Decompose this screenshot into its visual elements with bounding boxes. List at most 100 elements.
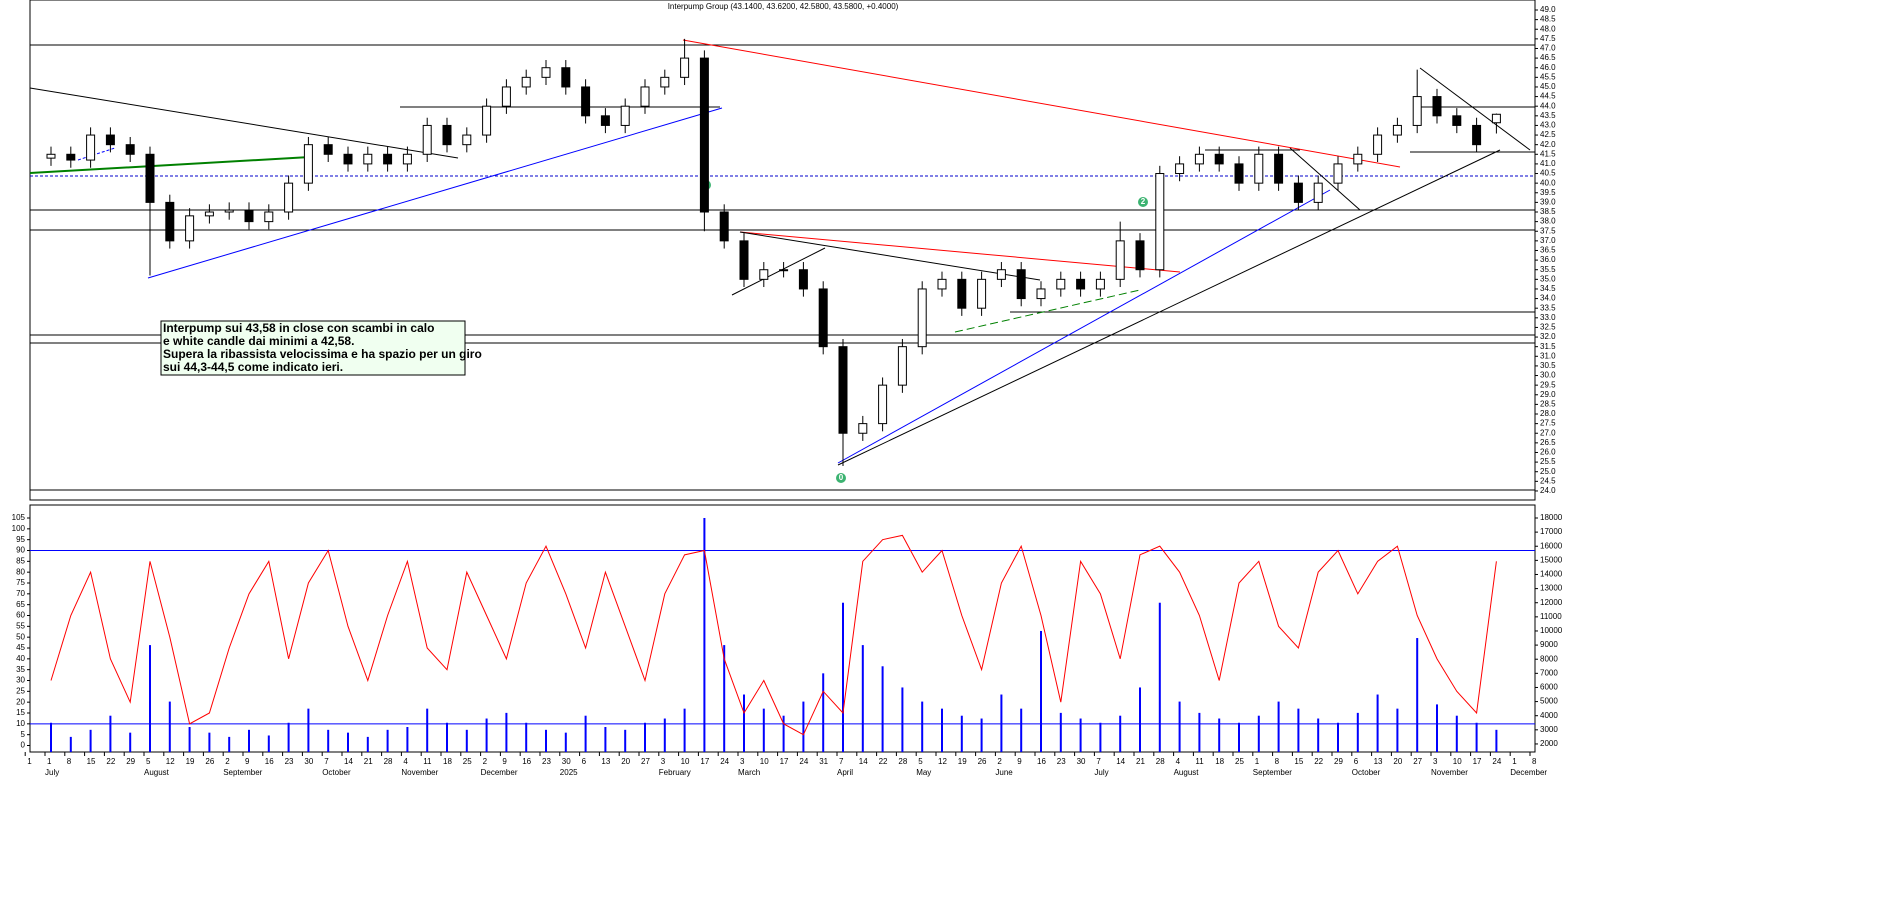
x-tick-label: 29	[126, 757, 135, 766]
x-month-label: December	[481, 768, 518, 777]
y-tick-label: 40.0	[1540, 178, 1556, 187]
volume-bar	[1416, 638, 1419, 752]
volume-bar	[1119, 715, 1122, 752]
y-tick-label: 33.5	[1540, 303, 1556, 312]
candle-body	[343, 153, 353, 165]
volume-bar	[1475, 722, 1478, 752]
x-tick-label: 1	[27, 757, 32, 766]
x-tick-label: 3	[740, 757, 745, 766]
x-tick-label: 24	[720, 757, 729, 766]
x-tick-label: 22	[1314, 757, 1323, 766]
x-tick-label: 26	[205, 757, 214, 766]
x-month-label: April	[837, 768, 853, 777]
volume-bar	[960, 715, 963, 752]
x-tick-label: 21	[1136, 757, 1145, 766]
volume-bar	[248, 729, 250, 752]
x-tick-label: 1	[1255, 757, 1260, 766]
y-tick-label: 29.5	[1540, 380, 1556, 389]
y2-tick-label: 13000	[1540, 584, 1563, 593]
candle-body	[383, 153, 393, 165]
candle-body	[818, 288, 828, 348]
y-tick-label: 29.0	[1540, 390, 1556, 399]
y-tick-label: 37.5	[1540, 226, 1556, 235]
x-tick-label: 23	[542, 757, 551, 766]
volume-bar	[267, 735, 270, 752]
volume-bar	[1000, 694, 1003, 752]
x-tick-label: 30	[1077, 757, 1086, 766]
volume-bar	[347, 732, 349, 752]
x-month-label: September	[1253, 768, 1292, 777]
x-month-label: November	[1431, 768, 1468, 777]
y-tick-label: 95	[16, 535, 25, 544]
trendline	[739, 231, 1181, 273]
trendline	[77, 147, 116, 161]
y-tick-label: 40	[16, 654, 25, 663]
volume-bar	[881, 666, 884, 752]
candle-body	[1274, 153, 1284, 184]
annotation-box	[160, 320, 466, 376]
x-tick-label: 9	[502, 757, 507, 766]
y2-tick-label: 11000	[1540, 612, 1562, 621]
x-tick-label: 15	[1294, 757, 1303, 766]
candle-body	[1491, 113, 1501, 124]
y-tick-label: 80	[16, 567, 25, 576]
candle-body	[739, 240, 749, 280]
x-tick-label: 10	[681, 757, 690, 766]
x-month-label: October	[322, 768, 351, 777]
candle-body	[600, 115, 610, 126]
candle-body	[46, 153, 56, 159]
x-tick-label: 10	[1453, 757, 1462, 766]
x-tick-label: 20	[621, 757, 630, 766]
x-tick-label: 31	[819, 757, 828, 766]
marker-circle	[836, 473, 846, 483]
x-tick-label: 24	[1492, 757, 1501, 766]
y-tick-label: 28.5	[1540, 399, 1556, 408]
x-tick-label: 22	[106, 757, 115, 766]
volume-bar	[505, 712, 508, 752]
y-tick-label: 35.0	[1540, 274, 1556, 283]
x-tick-label: 24	[799, 757, 808, 766]
marker-label: 0	[839, 473, 844, 482]
candle-body	[1333, 163, 1343, 184]
x-tick-label: 9	[1017, 757, 1022, 766]
trendline	[1289, 147, 1361, 211]
y-tick-label: 105	[12, 513, 26, 522]
x-month-label: November	[401, 768, 438, 777]
candle-body	[86, 134, 96, 161]
volume-bar	[1178, 701, 1181, 752]
x-tick-label: 8	[67, 757, 72, 766]
y-tick-label: 55	[16, 621, 25, 630]
volume-bar	[921, 701, 924, 752]
x-tick-label: 26	[978, 757, 987, 766]
y-tick-label: 44.0	[1540, 101, 1556, 110]
candle-body	[937, 278, 947, 290]
y-tick-label: 36.5	[1540, 246, 1556, 255]
volume-bar	[1337, 722, 1339, 752]
x-tick-label: 1	[47, 757, 52, 766]
candle-body	[442, 124, 452, 146]
x-month-label: August	[144, 768, 170, 777]
y-tick-label: 75	[16, 578, 25, 587]
y-tick-label: 35.5	[1540, 265, 1556, 274]
candle-body	[125, 144, 135, 155]
volume-bar	[89, 729, 92, 752]
volume-bar	[525, 722, 528, 752]
candle-body	[264, 211, 274, 223]
y-tick-label: 24.5	[1540, 476, 1556, 485]
x-tick-label: 29	[1334, 757, 1343, 766]
trendline	[837, 189, 1331, 464]
y2-tick-label: 8000	[1540, 654, 1558, 663]
x-month-label: September	[223, 768, 262, 777]
candle-body	[1452, 115, 1462, 126]
volume-bar	[941, 708, 943, 752]
x-month-label: May	[916, 768, 931, 777]
volume-bar	[802, 701, 805, 752]
volume-bar	[168, 701, 171, 752]
candle-body	[105, 134, 115, 146]
x-tick-label: 25	[1235, 757, 1244, 766]
trendline	[147, 107, 723, 279]
y-tick-label: 34.0	[1540, 294, 1556, 303]
candle-body	[1234, 163, 1244, 184]
x-tick-label: 14	[859, 757, 868, 766]
candle-body	[838, 346, 848, 434]
